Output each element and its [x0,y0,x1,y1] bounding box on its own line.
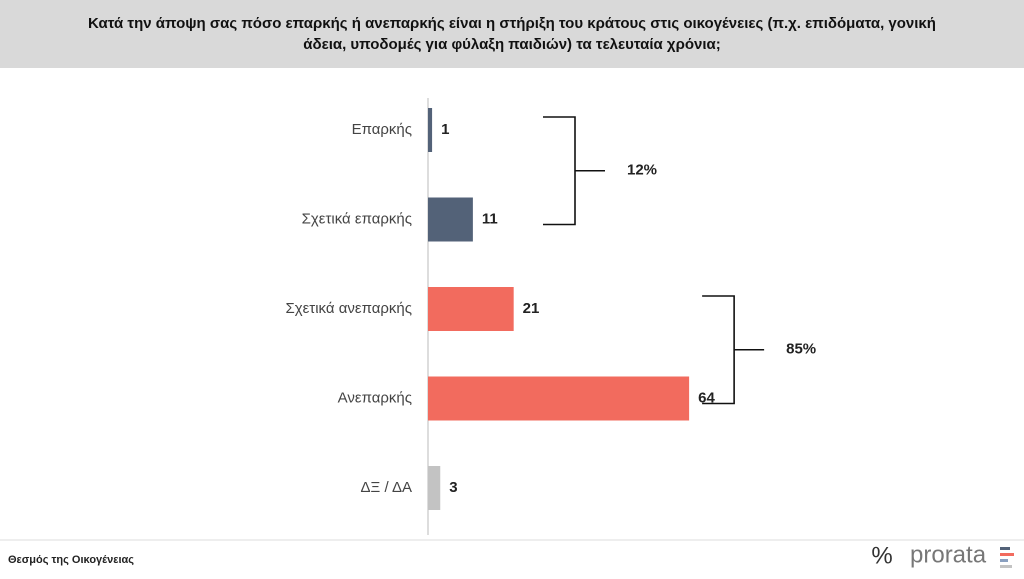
bar [428,197,473,242]
group-label: 12% [627,162,657,179]
category-label: Επαρκής [352,121,412,138]
bar [428,108,433,152]
bar [428,287,514,331]
value-label: 21 [523,300,540,317]
value-label: 1 [441,121,449,138]
bracket [702,295,765,405]
logo-symbol: % [871,542,892,569]
bar [428,376,690,421]
category-label: Ανεπαρκής [338,389,412,406]
value-label: 64 [698,389,715,406]
logo-text: prorata [910,541,987,568]
category-label: Σχετικά επαρκής [302,210,412,227]
title-band [0,0,1024,68]
group-label: 85% [786,341,816,358]
value-label: 11 [482,210,498,227]
bracket [543,116,605,226]
value-label: 3 [449,479,457,496]
category-label: ΔΞ / ΔΑ [361,479,412,496]
source: Θεσμός της Οικογένειας [8,554,134,566]
category-label: Σχετικά ανεπαρκής [285,300,412,317]
bar [428,466,441,510]
logo-bars [1000,547,1014,568]
chart-title: Κατά την άποψη σας πόσο επαρκής ή ανεπαρ… [88,15,936,53]
